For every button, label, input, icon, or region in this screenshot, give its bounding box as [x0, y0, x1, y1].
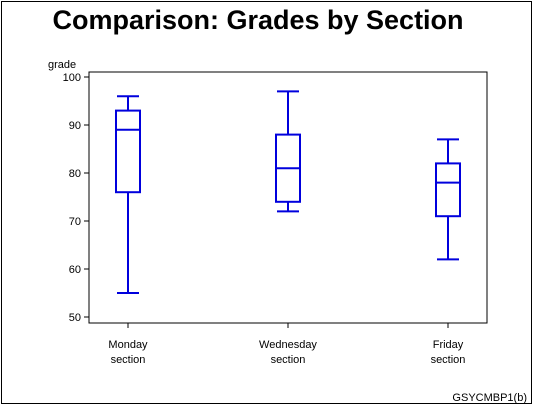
x-axis: Monday section Wednesday section Friday secti… — [108, 323, 465, 366]
y-axis-label: grade — [48, 59, 76, 71]
x-tick-label: Wednesday — [259, 339, 317, 351]
y-tick-label: 80 — [69, 168, 81, 180]
y-axis: 50 60 70 80 90 100 — [63, 72, 89, 324]
x-tick-label: Monday — [108, 339, 148, 351]
x-tick-label: Friday — [433, 339, 464, 351]
y-tick-label: 50 — [69, 312, 81, 324]
footnote: GSYCMBP1(b) — [452, 392, 527, 404]
y-tick-label: 100 — [63, 72, 81, 84]
iqr-box — [115, 109, 141, 194]
iqr-box — [435, 162, 461, 218]
x-tick-label: section — [271, 354, 306, 366]
y-tick-label: 70 — [69, 216, 81, 228]
y-tick-label: 60 — [69, 264, 81, 276]
x-tick-label: section — [111, 354, 146, 366]
box-group — [115, 95, 141, 294]
y-tick-label: 90 — [69, 120, 81, 132]
boxes — [115, 90, 461, 294]
chart-title: Comparison: Grades by Section — [52, 5, 463, 35]
box-group — [435, 138, 461, 261]
x-tick-label: section — [431, 354, 466, 366]
box-group — [275, 90, 301, 213]
chart-frame — [1, 1, 532, 404]
